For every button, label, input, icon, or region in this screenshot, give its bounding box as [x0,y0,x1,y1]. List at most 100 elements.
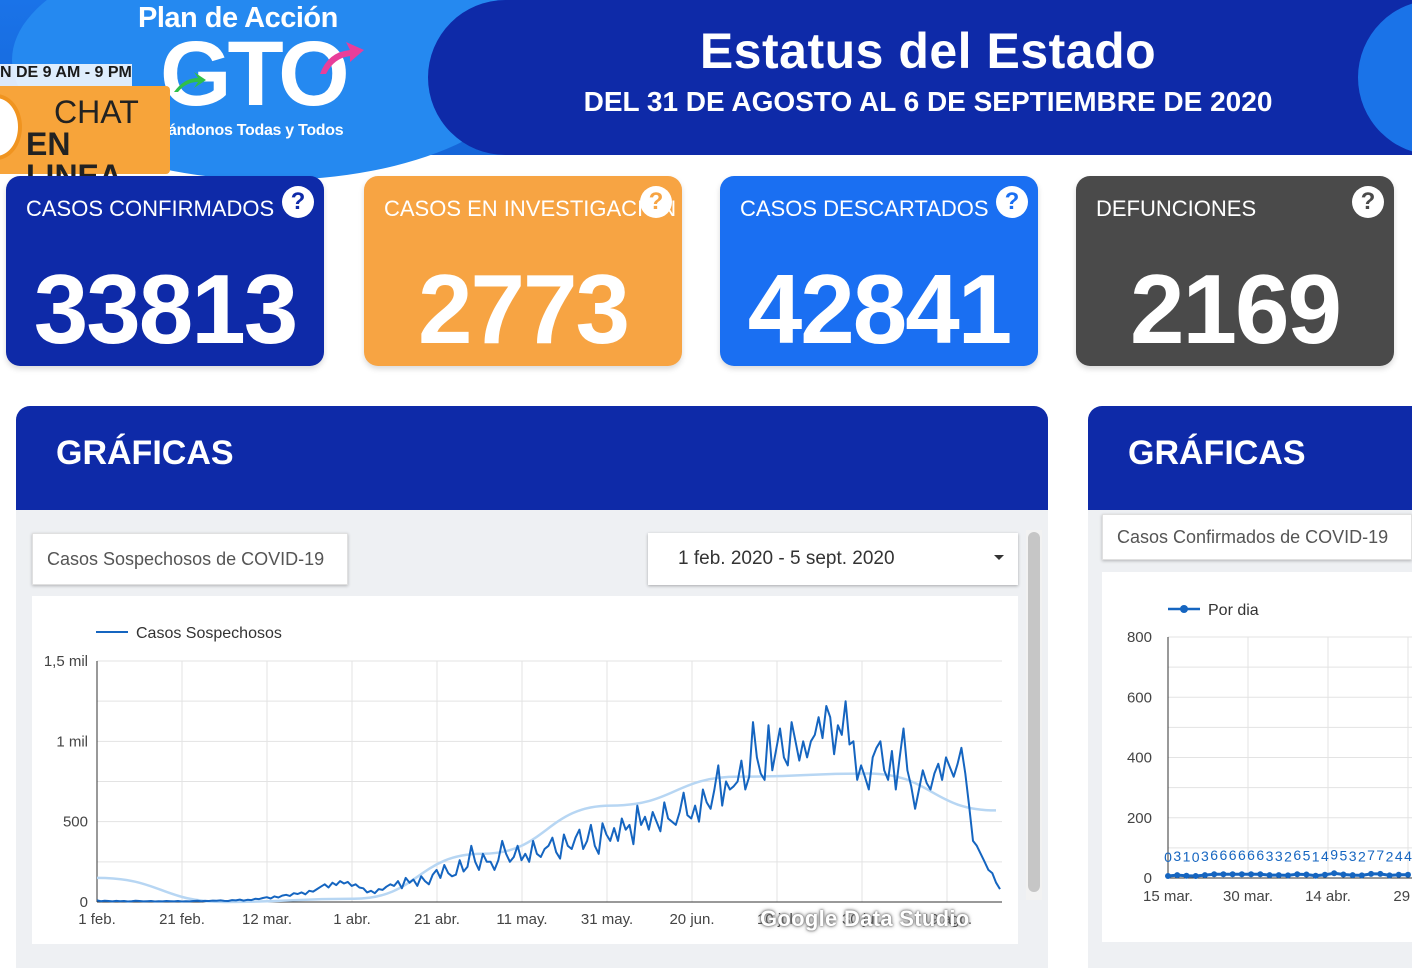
data-point [1331,870,1338,877]
x-tick-label: 21 feb. [159,911,205,928]
data-label: 6 [1238,847,1246,863]
data-label: 3 [1275,848,1283,864]
y-tick-label: 200 [1127,810,1152,827]
kpi-label: CASOS DESCARTADOS [740,196,989,221]
data-point [1395,871,1402,878]
trend-line [96,772,997,904]
y-tick-label: 400 [1127,750,1152,767]
confirmed-chart-card: 15 mar.30 mar.14 abr.29 a0200400600800Po… [1102,572,1412,942]
date-range-value: 1 feb. 2020 - 5 sept. 2020 [678,548,895,569]
y-tick-label: 500 [63,814,88,831]
data-point [1201,872,1208,879]
logo-tagline: ándonos Todas y Todos [168,122,344,139]
data-label: 3 [1349,848,1357,864]
y-tick-label: 0 [1144,870,1152,887]
kpi-deaths: DEFUNCIONES ? 2169 [1076,176,1394,366]
data-label: 4 [1395,848,1403,864]
data-point [1266,872,1273,879]
header-banner: Plan de Acción GTO ándonos Todas y Todos… [0,0,1412,192]
data-point [1303,871,1310,878]
x-tick-label: 19 ago. [922,911,972,928]
series-line [96,700,1001,903]
x-tick-label: 29 a [1393,888,1412,905]
chat-widget[interactable]: CHAT EN LINEA [0,86,170,192]
kpi-value: 33813 [33,254,299,364]
help-icon[interactable]: ? [282,186,314,218]
data-point [1386,872,1393,879]
kpi-value: 2169 [1129,254,1342,364]
data-point [1349,872,1356,879]
data-point [1312,872,1319,879]
data-label: 6 [1247,847,1255,863]
x-tick-label: 30 jul. [842,911,882,928]
data-label: 0 [1164,849,1172,865]
scroll-thumb[interactable] [1028,532,1040,892]
kpi-value: 2773 [417,254,630,364]
filter-suspected[interactable]: Casos Sospechosos de COVID-19 [32,533,348,585]
x-tick-label: 31 may. [581,911,633,928]
chevron-down-icon [994,555,1004,560]
kpi-investigation: CASOS EN INVESTIGACIÓN ? 2773 [364,176,682,366]
data-point [1165,873,1171,879]
data-label: 2 [1386,848,1394,864]
data-label: 3 [1266,848,1274,864]
y-tick-label: 800 [1127,629,1152,646]
x-tick-label: 12 mar. [242,911,292,928]
data-label: 6 [1229,847,1237,863]
x-tick-label: 21 abr. [414,911,460,928]
suspected-cases-chart: 1 feb. 21 feb. 12 mar. 1 abr. 21 abr. 11 may.… [44,625,1002,928]
data-point [1192,873,1199,879]
data-label: 4 [1404,848,1412,864]
data-point [1294,871,1301,878]
confirmed-cases-chart: 15 mar.30 mar.14 abr.29 a0200400600800Po… [1127,602,1412,905]
date-range-select[interactable]: 1 feb. 2020 - 5 sept. 2020 [648,533,1018,585]
x-tick-label: 30 mar. [1223,888,1273,905]
x-tick-label: 1 feb. [78,911,116,928]
data-label: 9 [1330,846,1338,862]
section-title: GRÁFICAS [56,434,234,472]
page-title: Estatus del Estado [699,23,1157,79]
data-point [1174,872,1181,879]
chat-bubble-icon [0,94,22,160]
x-tick-label: 11 may. [496,911,547,928]
pink-arrow-icon [320,42,364,74]
chat-hours: N DE 9 AM - 9 PM [0,64,132,86]
data-point [1358,872,1365,879]
chat-label-top: CHAT [54,94,139,130]
data-label: 6 [1219,847,1227,863]
legend-label: Casos Sospechosos [136,625,282,642]
title-panel: Estatus del Estado DEL 31 DE AGOSTO AL 6… [428,0,1412,155]
data-label: 4 [1321,848,1329,864]
data-point [1275,872,1282,879]
data-label: 7 [1376,847,1384,863]
data-point [1183,872,1190,879]
data-point [1220,871,1227,878]
data-label: 5 [1339,847,1347,863]
y-tick-label: 1 mil [56,733,88,750]
green-arrow-icon [174,72,206,92]
data-label: 5 [1303,847,1311,863]
help-icon[interactable]: ? [1352,186,1384,218]
data-point [1340,871,1347,878]
kpi-confirmed: CASOS CONFIRMADOS ? 33813 [6,176,324,366]
kpi-label: CASOS CONFIRMADOS [26,196,275,221]
x-tick-label: 15 mar. [1143,888,1193,905]
scrollbar[interactable] [1026,530,1042,900]
data-label: 0 [1192,849,1200,865]
data-label: 1 [1183,849,1191,865]
help-icon[interactable]: ? [640,186,672,218]
data-point [1211,871,1218,878]
data-point [1248,871,1255,878]
x-tick-label: 20 jun. [669,911,714,928]
data-label: 3 [1201,848,1209,864]
data-point [1321,871,1328,878]
help-icon[interactable]: ? [996,186,1028,218]
filter-confirmed[interactable]: Casos Confirmados de COVID-19 [1102,514,1412,560]
suspected-chart-card: 1 feb. 21 feb. 12 mar. 1 abr. 21 abr. 11 may.… [32,596,1018,944]
data-point [1257,871,1264,878]
data-point [1229,871,1236,878]
kpi-label: DEFUNCIONES [1096,196,1257,221]
x-tick-label: 1 abr. [333,911,371,928]
data-label: 6 [1293,847,1301,863]
data-label: 6 [1256,847,1264,863]
